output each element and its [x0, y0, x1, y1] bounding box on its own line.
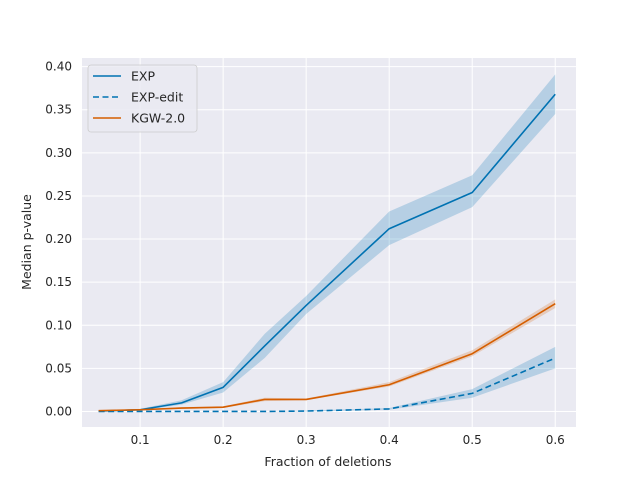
y-tick-label: 0.25: [45, 189, 72, 203]
y-tick-label: 0.40: [45, 60, 72, 74]
legend-box: [87, 64, 198, 133]
legend-label-exp-edit: EXP-edit: [131, 90, 183, 105]
series-lines: [98, 93, 556, 413]
y-tick-label: 0.35: [45, 103, 72, 117]
legend-label-exp: EXP: [131, 69, 155, 84]
y-tick-label: 0.00: [45, 404, 72, 418]
series-line-kgw-2-0: [98, 303, 556, 412]
band-kgw-2-0: [98, 299, 556, 412]
x-axis-label: Fraction of deletions: [264, 454, 391, 469]
y-tick-label: 0.20: [45, 232, 72, 246]
x-tick-label: 0.3: [297, 433, 316, 447]
x-tick-labels: 0.1 0.2 0.3 0.4 0.5 0.6: [131, 433, 565, 447]
legend-label-kgw: KGW-2.0: [131, 111, 185, 126]
x-tick-label: 0.5: [463, 433, 482, 447]
y-tick-label: 0.05: [45, 361, 72, 375]
x-tick-label: 0.2: [214, 433, 233, 447]
y-tick-label: 0.10: [45, 318, 72, 332]
y-tick-labels: 0.00 0.05 0.10 0.15 0.20 0.25 0.30 0.35 0.40: [45, 60, 72, 419]
y-tick-label: 0.15: [45, 275, 72, 289]
x-tick-label: 0.1: [131, 433, 150, 447]
confidence-bands: [98, 74, 556, 412]
x-tick-label: 0.6: [546, 433, 565, 447]
y-axis-label: Median p-value: [19, 194, 34, 290]
y-tick-label: 0.30: [45, 146, 72, 160]
x-tick-label: 0.4: [380, 433, 399, 447]
series-line-exp-edit: [98, 357, 556, 413]
grid-lines: [82, 58, 576, 427]
legend: EXP EXP-edit KGW-2.0: [87, 64, 198, 133]
series-line-exp: [98, 93, 556, 412]
